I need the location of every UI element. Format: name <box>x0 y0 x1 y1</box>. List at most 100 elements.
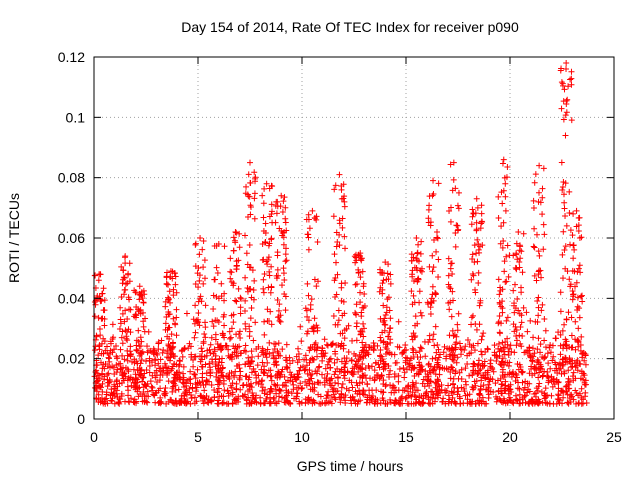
data-point <box>100 335 107 342</box>
data-point <box>472 286 479 293</box>
data-point <box>447 161 454 168</box>
data-point <box>170 378 177 385</box>
data-point <box>566 210 573 217</box>
data-point <box>557 289 564 296</box>
data-point <box>203 378 210 385</box>
data-point <box>251 169 258 176</box>
data-point <box>282 382 289 389</box>
data-point <box>180 363 187 370</box>
data-point <box>195 284 202 291</box>
data-point <box>579 298 586 305</box>
data-point <box>124 357 131 364</box>
data-point <box>257 400 264 407</box>
data-point <box>245 171 252 178</box>
data-point <box>352 361 359 368</box>
data-point <box>515 228 522 235</box>
data-point <box>427 310 434 317</box>
data-point <box>244 284 251 291</box>
data-point <box>349 371 356 378</box>
data-point <box>377 347 384 354</box>
data-point <box>364 380 371 387</box>
data-point <box>339 224 346 231</box>
data-point <box>447 285 454 292</box>
data-point <box>271 340 278 347</box>
data-point <box>272 399 279 406</box>
data-point <box>208 381 215 388</box>
data-point <box>517 255 524 262</box>
data-point <box>349 393 356 400</box>
data-point <box>124 315 131 322</box>
data-point <box>212 360 219 367</box>
data-point <box>386 374 393 381</box>
data-point <box>282 354 289 361</box>
data-point <box>210 323 217 330</box>
data-point <box>424 299 431 306</box>
data-point <box>530 197 537 204</box>
data-point <box>142 315 149 322</box>
data-point <box>113 361 120 368</box>
data-point <box>513 332 520 339</box>
data-point <box>371 376 378 383</box>
data-point <box>329 340 336 347</box>
data-point <box>564 399 571 406</box>
data-point <box>514 256 521 263</box>
data-point <box>238 295 245 302</box>
data-point <box>111 400 118 407</box>
data-point <box>568 314 575 321</box>
data-point <box>169 388 176 395</box>
data-point <box>156 365 163 372</box>
data-point <box>102 347 109 354</box>
data-point <box>125 294 132 301</box>
data-point <box>108 398 115 405</box>
data-point <box>495 276 502 283</box>
data-point <box>173 314 180 321</box>
data-point <box>198 345 205 352</box>
data-point <box>190 371 197 378</box>
data-point <box>540 355 547 362</box>
data-point <box>122 253 129 260</box>
data-point <box>192 263 199 270</box>
data-point <box>211 276 218 283</box>
data-point <box>199 348 206 355</box>
data-point <box>94 378 101 385</box>
y-tick-label: 0.08 <box>58 170 85 186</box>
data-point <box>136 352 143 359</box>
data-point <box>418 393 425 400</box>
data-point <box>331 277 338 284</box>
data-point <box>545 360 552 367</box>
data-point <box>429 291 436 298</box>
data-point <box>97 399 104 406</box>
data-point <box>524 389 531 396</box>
data-point <box>163 280 170 287</box>
data-point <box>576 314 583 321</box>
data-point <box>420 400 427 407</box>
data-point <box>570 210 577 217</box>
data-point <box>495 193 502 200</box>
data-point <box>319 344 326 351</box>
data-point <box>320 350 327 357</box>
data-point <box>157 356 164 363</box>
data-point <box>519 379 526 386</box>
data-point <box>172 321 179 328</box>
data-point <box>449 364 456 371</box>
data-point <box>410 400 417 407</box>
data-point <box>268 284 275 291</box>
data-point <box>120 267 127 274</box>
data-point <box>575 325 582 332</box>
data-point <box>426 202 433 209</box>
data-point <box>280 198 287 205</box>
data-point <box>246 386 253 393</box>
data-point <box>578 385 585 392</box>
data-point <box>506 394 513 401</box>
data-point <box>273 390 280 397</box>
data-point <box>435 180 442 187</box>
data-point <box>518 319 525 326</box>
data-point <box>126 306 133 313</box>
data-point <box>500 156 507 163</box>
data-point <box>342 245 349 252</box>
data-point <box>140 309 146 316</box>
data-point <box>141 397 148 404</box>
data-point <box>504 371 511 378</box>
data-point <box>375 361 382 368</box>
data-point <box>332 182 339 189</box>
